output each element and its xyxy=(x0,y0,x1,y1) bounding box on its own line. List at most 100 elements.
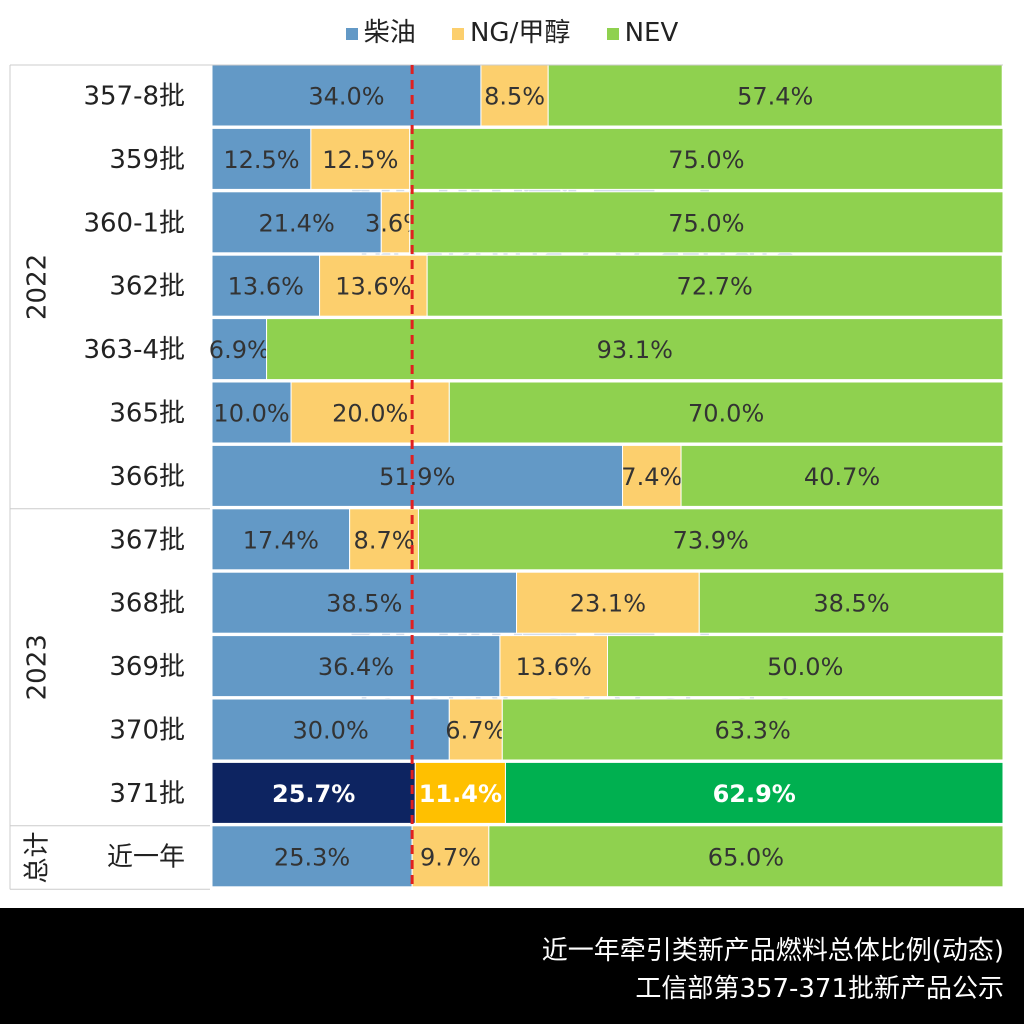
bar-segment xyxy=(488,825,1004,888)
data-label: 8.5% xyxy=(484,83,545,111)
bar-segment xyxy=(504,761,1004,824)
bar-segment xyxy=(516,571,700,634)
bar-segment xyxy=(211,571,518,634)
bar-segment xyxy=(211,254,321,317)
data-label: 25.7% xyxy=(272,780,355,808)
bar-segment xyxy=(211,191,382,254)
data-label: 12.5% xyxy=(322,146,398,174)
data-label: 17.4% xyxy=(243,526,319,554)
data-label: 72.7% xyxy=(677,273,753,301)
bar-segment xyxy=(547,64,1003,127)
group-label: 总计 xyxy=(23,831,53,883)
data-label: 38.5% xyxy=(326,590,402,618)
data-label: 9.7% xyxy=(420,843,481,871)
footer-title: 近一年牵引类新产品燃料总体比例(动态) xyxy=(541,936,1004,966)
category-label: 近一年 xyxy=(107,842,185,872)
footer-caption: 近一年牵引类新产品燃料总体比例(动态) 工信部第357-371批新产品公示 xyxy=(0,908,1024,1024)
bar-segment xyxy=(409,191,1004,254)
data-label: 12.5% xyxy=(223,146,299,174)
data-label: 36.4% xyxy=(318,653,394,681)
legend-label-nev: NEV xyxy=(624,18,679,48)
category-label: 357-8批 xyxy=(83,82,185,112)
legend-item-ng: NG/甲醇 xyxy=(451,12,571,49)
data-label: 50.0% xyxy=(767,653,843,681)
footer-source: 工信部第357-371批新产品公示 xyxy=(635,974,1004,1004)
bar-segment xyxy=(698,571,1005,634)
bar-segment xyxy=(380,191,411,254)
legend-item-diesel: 柴油 xyxy=(345,12,416,49)
data-label: 73.9% xyxy=(673,526,749,554)
data-label: 70.0% xyxy=(688,400,764,428)
bar-segment xyxy=(409,127,1004,190)
bar-segment xyxy=(211,635,501,698)
data-label: 13.6% xyxy=(516,653,592,681)
bar-segment xyxy=(448,698,503,761)
data-label: 13.6% xyxy=(228,273,304,301)
bar-segment xyxy=(211,698,450,761)
bar-segment xyxy=(417,508,1004,571)
data-label: 21.4% xyxy=(259,209,335,237)
legend-label-ng: NG/甲醇 xyxy=(469,18,571,48)
data-label: 30.0% xyxy=(293,717,369,745)
data-label: 6.7% xyxy=(445,717,506,745)
data-label: 6.9% xyxy=(209,336,270,364)
bar-segment xyxy=(290,381,450,444)
legend-item-nev: NEV xyxy=(606,18,679,48)
bar-segment xyxy=(501,698,1004,761)
data-label: 57.4% xyxy=(737,83,813,111)
data-label: 63.3% xyxy=(715,717,791,745)
data-label: 34.0% xyxy=(308,83,384,111)
category-label: 371批 xyxy=(109,779,185,809)
data-label: 23.1% xyxy=(570,590,646,618)
bar-segment xyxy=(211,381,292,444)
category-label: 369批 xyxy=(109,652,185,682)
bar-segment xyxy=(211,318,268,381)
group-dividers xyxy=(9,64,1003,890)
legend-swatch-nev xyxy=(606,27,619,40)
bars-layer: 34.0% 8.5% 57.4%12.5% 12.5% 75.0%21.4% 3.6% 75… xyxy=(209,64,1005,888)
data-label: 10.0% xyxy=(213,400,289,428)
bar-segment xyxy=(607,635,1004,698)
legend-label-diesel: 柴油 xyxy=(363,18,416,48)
bar-segment xyxy=(211,127,312,190)
data-label: 13.6% xyxy=(335,273,411,301)
data-label: 7.4% xyxy=(621,463,682,491)
group-label: 2022 xyxy=(23,254,53,320)
chart-legend: 柴油 NG/甲醇 NEV xyxy=(0,12,1024,49)
category-label: 370批 xyxy=(109,716,185,746)
data-label: 62.9% xyxy=(713,780,796,808)
data-label: 75.0% xyxy=(668,146,744,174)
data-label: 40.7% xyxy=(804,463,880,491)
data-label: 93.1% xyxy=(597,336,673,364)
data-label: 20.0% xyxy=(332,400,408,428)
category-label: 367批 xyxy=(109,525,185,555)
bar-segment xyxy=(680,444,1004,507)
category-label: 368批 xyxy=(109,589,185,619)
category-label: 366批 xyxy=(109,462,185,492)
group-label: 2023 xyxy=(23,634,53,700)
category-label: 362批 xyxy=(109,272,185,302)
bar-segment xyxy=(211,444,624,507)
legend-swatch-diesel xyxy=(345,27,358,40)
category-label: 363-4批 xyxy=(83,335,185,365)
category-label: 360-1批 xyxy=(83,208,185,238)
data-label: 65.0% xyxy=(708,843,784,871)
bar-segment xyxy=(448,381,1004,444)
category-label: 365批 xyxy=(109,399,185,429)
bar-segment xyxy=(411,825,490,888)
data-label: 75.0% xyxy=(668,209,744,237)
data-label: 11.4% xyxy=(419,780,502,808)
bar-segment xyxy=(622,444,682,507)
bar-segment xyxy=(319,254,428,317)
data-label: 38.5% xyxy=(813,590,889,618)
bar-segment xyxy=(211,825,413,888)
bar-segment xyxy=(266,318,1004,381)
legend-swatch-ng xyxy=(451,27,464,40)
bar-segment xyxy=(211,64,482,127)
data-label: 25.3% xyxy=(274,843,350,871)
bar-segment xyxy=(480,64,549,127)
bar-segment xyxy=(426,254,1003,317)
bar-segment xyxy=(211,761,416,824)
data-label: 8.7% xyxy=(354,526,415,554)
category-label: 359批 xyxy=(109,145,185,175)
